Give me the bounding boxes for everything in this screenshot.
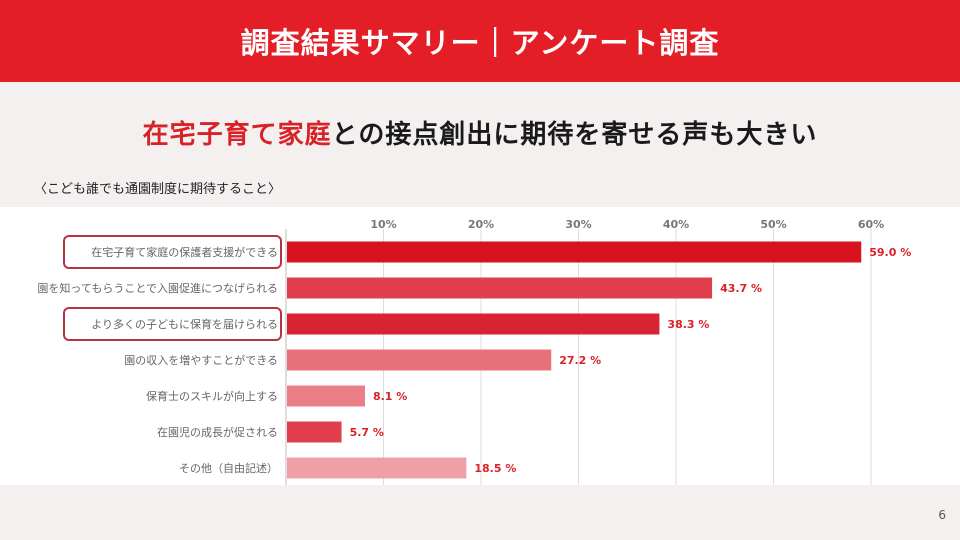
header-bar: 調査結果サマリー｜アンケート調査: [0, 0, 960, 82]
headline-rest: との接点創出に期待を寄せる声も大きい: [331, 120, 818, 150]
x-tick-label: 60%: [858, 218, 884, 231]
x-tick-label: 50%: [760, 218, 786, 231]
data-label: 8.1 %: [373, 390, 407, 403]
data-label: 18.5 %: [474, 462, 516, 475]
page-number: 6: [938, 508, 946, 522]
category-label: 保育士のスキルが向上する: [146, 389, 278, 403]
headline-accent: 在宅子育て家庭: [142, 120, 332, 150]
x-tick-label: 30%: [565, 218, 591, 231]
bar-chart: 10% 20% 30% 40% 50% 60% 59.0 % 在宅子育て家庭の保護者支援ができ…: [37, 218, 911, 485]
category-label: 在園児の成長が促される: [157, 425, 278, 439]
page-title: 調査結果サマリー｜アンケート調査: [240, 26, 720, 60]
bar: [287, 421, 342, 443]
data-label: 27.2 %: [559, 354, 601, 367]
x-tick-label: 40%: [663, 218, 689, 231]
bar: [287, 457, 467, 479]
bar: [287, 349, 552, 371]
highlight-box: [63, 307, 282, 341]
category-label: 在宅子育て家庭の保護者支援ができる: [91, 245, 278, 259]
highlight-box: [63, 235, 282, 269]
bar: [287, 241, 862, 263]
category-label: 園を知ってもらうことで入園促進につなげられる: [37, 281, 278, 295]
bar: [287, 277, 713, 299]
category-label: より多くの子どもに保育を届けられる: [91, 317, 278, 331]
chart-title: 〈こども誰でも通園制度に期待すること〉: [34, 182, 282, 197]
x-tick-label: 10%: [370, 218, 396, 231]
data-label: 59.0 %: [869, 246, 911, 259]
data-label: 43.7 %: [720, 282, 762, 295]
bar: [287, 313, 660, 335]
data-label: 38.3 %: [667, 318, 709, 331]
category-label: 園の収入を増やすことができる: [124, 353, 278, 367]
data-label: 5.7 %: [350, 426, 384, 439]
bar: [287, 385, 365, 407]
category-label: その他（自由記述）: [179, 461, 278, 475]
headline: 在宅子育て家庭との接点創出に期待を寄せる声も大きい: [0, 114, 960, 151]
x-tick-label: 20%: [468, 218, 494, 231]
